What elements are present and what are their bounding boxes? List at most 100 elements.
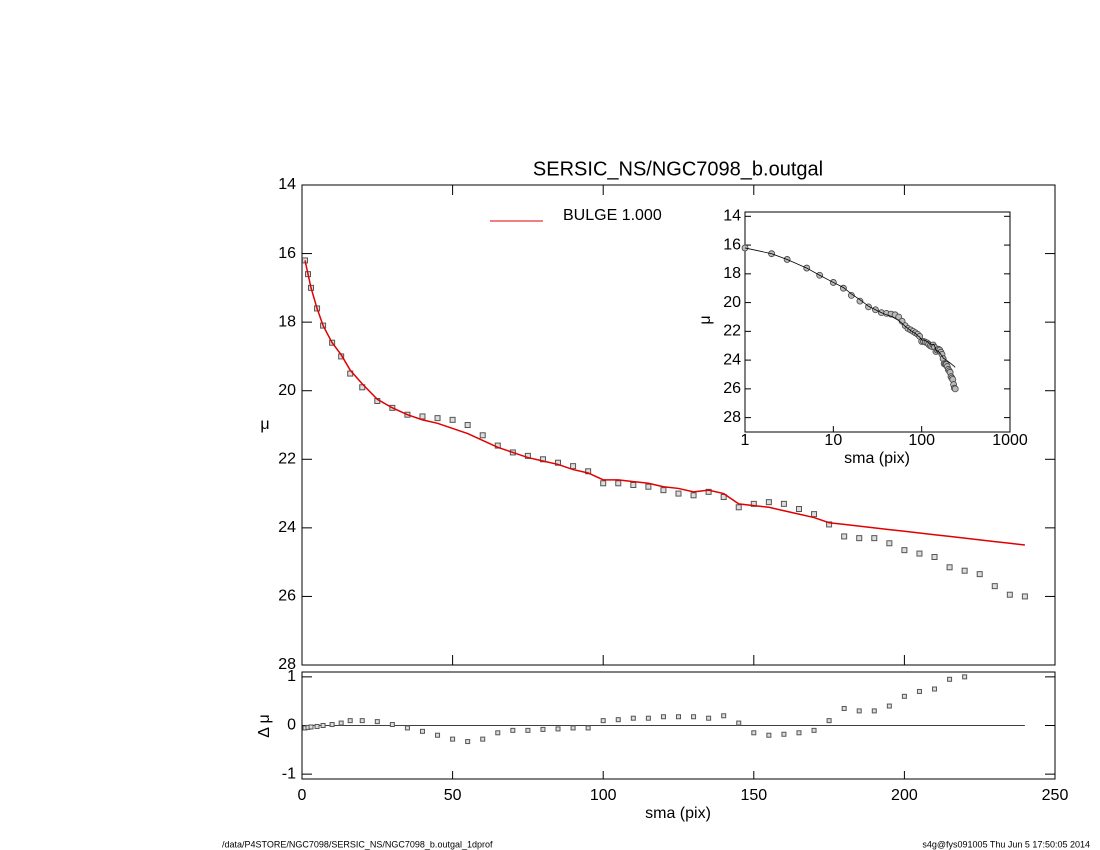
data-point <box>765 499 772 506</box>
residual-point <box>374 719 380 725</box>
residual-point <box>871 708 877 714</box>
data-point <box>795 506 802 512</box>
data-point <box>434 415 441 422</box>
inset-model-line <box>744 247 956 368</box>
legend-label: BULGE 1.000 <box>563 207 662 224</box>
data-point <box>464 422 471 428</box>
x-tick-label: 200 <box>891 787 918 804</box>
data-point <box>811 511 818 518</box>
x-tick-label: 250 <box>1042 787 1069 804</box>
inset-x-tick-label: 100 <box>908 432 935 449</box>
inset-point <box>847 291 855 299</box>
residual-point <box>600 718 606 724</box>
residual-point <box>645 715 651 721</box>
data-point <box>856 535 863 542</box>
data-point <box>961 567 968 574</box>
residual-point <box>495 730 501 736</box>
y-tick-label: 26 <box>278 588 296 605</box>
inset-y-tick-label: 14 <box>723 208 741 225</box>
residual-point <box>359 718 365 724</box>
y-tick-label: 20 <box>278 382 296 399</box>
residual-point <box>329 722 335 728</box>
inset-x-axis-label: sma (pix) <box>844 450 910 467</box>
x-tick-label: 50 <box>444 787 462 804</box>
inset-x-tick-label: 10 <box>824 432 842 449</box>
data-point <box>570 463 577 470</box>
data-point <box>479 432 486 439</box>
y-tick-label: 22 <box>278 451 296 468</box>
residual-point <box>706 715 712 721</box>
residual-point <box>338 720 344 726</box>
x-tick-label: 150 <box>740 787 767 804</box>
residual-point <box>465 739 471 745</box>
residual-point <box>826 718 832 724</box>
data-point <box>705 488 712 495</box>
x-tick-label: 0 <box>298 787 307 804</box>
y-tick-label: 1 <box>287 668 296 685</box>
data-point <box>645 483 652 490</box>
residual-point <box>691 714 697 720</box>
y-tick-label: 14 <box>278 176 296 193</box>
residual-point <box>314 723 320 729</box>
residual-point <box>796 730 802 736</box>
data-point <box>946 564 953 571</box>
x-axis-label: sma (pix) <box>645 805 711 822</box>
residual-point <box>781 731 787 737</box>
data-point <box>600 480 607 487</box>
data-point <box>871 535 878 542</box>
y-tick-label: -1 <box>282 765 296 782</box>
residual-point <box>676 714 681 720</box>
data-point <box>419 413 426 420</box>
data-point <box>720 494 727 500</box>
data-point <box>901 547 908 554</box>
data-point <box>750 500 757 507</box>
residual-point <box>721 713 727 719</box>
data-point <box>675 490 682 497</box>
data-point <box>886 540 893 547</box>
plot-frame <box>301 184 1056 666</box>
residual-point <box>811 727 817 733</box>
inset-y-axis-label: μ <box>697 315 714 324</box>
residual-point <box>916 688 922 694</box>
inset-y-tick-label: 26 <box>723 380 741 397</box>
residual-point <box>404 725 410 731</box>
inset-y-tick-label: 16 <box>723 236 741 253</box>
y-tick-label: 16 <box>278 245 296 262</box>
residual-point <box>510 727 516 733</box>
y-axis-label: μ <box>260 416 269 433</box>
residual-point <box>660 714 666 720</box>
residual-point <box>435 732 441 738</box>
residual-point <box>540 726 546 732</box>
residual-point <box>615 717 621 723</box>
data-point <box>1021 593 1028 600</box>
data-point <box>841 533 848 540</box>
data-point <box>1006 591 1013 598</box>
data-point <box>931 554 938 560</box>
residual-point <box>308 724 314 730</box>
data-point <box>735 504 742 511</box>
model-line <box>304 260 1025 546</box>
residual-point <box>480 736 486 742</box>
residual-point <box>570 725 576 731</box>
data-point <box>916 550 923 557</box>
y-tick-label: 28 <box>278 656 296 673</box>
x-tick-label: 100 <box>590 787 617 804</box>
data-point <box>780 500 787 507</box>
inset-y-tick-label: 22 <box>723 323 741 340</box>
y-axis-label: Δ μ <box>256 714 273 737</box>
footer-right: s4g@fys091005 Thu Jun 5 17:50:05 2014 <box>922 839 1090 849</box>
residual-point <box>947 676 953 682</box>
residual-point <box>450 736 456 742</box>
inset-y-tick-label: 18 <box>723 265 741 282</box>
data-point <box>449 416 456 423</box>
residual-point <box>320 723 326 728</box>
residual-point <box>525 727 531 733</box>
inset-y-tick-label: 28 <box>723 409 741 426</box>
residual-point <box>856 708 862 714</box>
residual-point <box>419 728 425 734</box>
y-tick-label: 0 <box>287 717 296 734</box>
residual-point <box>736 720 742 726</box>
data-point <box>615 480 622 487</box>
data-point <box>991 583 998 590</box>
